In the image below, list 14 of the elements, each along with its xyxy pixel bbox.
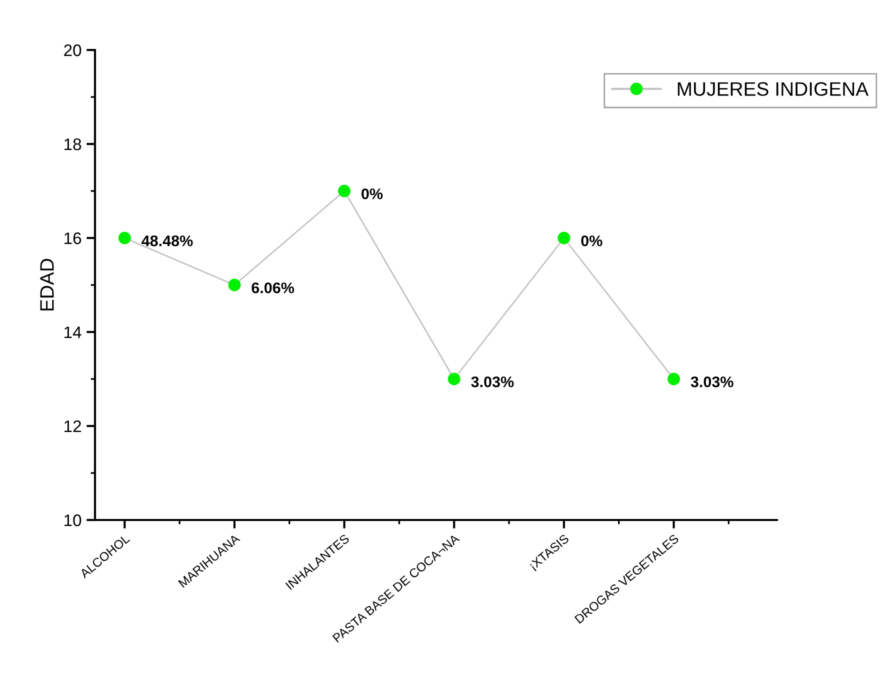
annotation: 48.48% — [142, 235, 193, 246]
annotation: 6.06% — [252, 282, 294, 294]
annotation: 3.03% — [471, 376, 514, 388]
annotation: 0% — [581, 235, 602, 246]
annotation: 3.03% — [690, 376, 734, 388]
annotation: 0% — [362, 188, 383, 200]
y-tick-label: 12 — [64, 420, 81, 432]
y-tick-label: 10 — [64, 514, 82, 526]
legend-label: MUJERES INDIGENA — [678, 82, 869, 96]
y-tick-label: 16 — [64, 232, 82, 244]
y-tick-label: 18 — [64, 138, 82, 150]
y-axis-title: EDAD — [40, 258, 54, 310]
y-tick-label: 14 — [64, 326, 82, 338]
y-tick-label: 20 — [64, 44, 82, 56]
